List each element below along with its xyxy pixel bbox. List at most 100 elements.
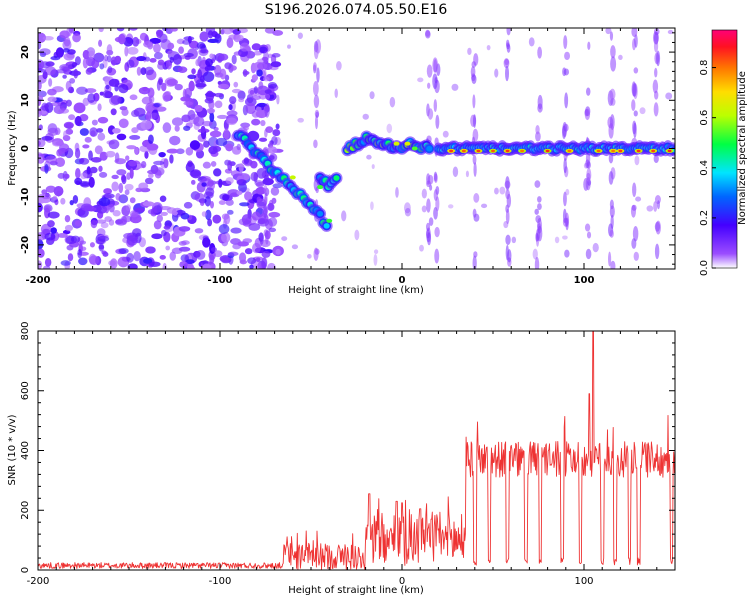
spectrogram-xtick-label: 100 bbox=[574, 275, 595, 286]
spectrogram-image bbox=[38, 28, 675, 269]
streak-blob bbox=[534, 180, 541, 188]
noise-blob bbox=[257, 218, 270, 227]
noise-blob bbox=[155, 29, 163, 37]
faint-blob bbox=[334, 88, 338, 99]
noise-blob bbox=[118, 33, 126, 45]
noise-blob bbox=[169, 56, 174, 63]
noise-blob bbox=[218, 178, 223, 188]
streak-blob bbox=[472, 255, 477, 269]
noise-blob bbox=[144, 177, 154, 185]
noise-blob bbox=[261, 250, 271, 258]
noise-blob bbox=[267, 146, 278, 154]
colorbar-border bbox=[711, 29, 738, 269]
noise-blob bbox=[125, 204, 131, 212]
streak-blob bbox=[584, 108, 591, 121]
noise-blob bbox=[115, 192, 121, 201]
faint-blob bbox=[297, 32, 303, 39]
noise-blob bbox=[208, 146, 218, 155]
faint-blob bbox=[369, 91, 375, 100]
noise-blob bbox=[176, 148, 185, 155]
noise-blob bbox=[42, 71, 48, 80]
noise-blob bbox=[166, 78, 178, 86]
noise-blob bbox=[205, 58, 213, 67]
streak-blob bbox=[433, 189, 438, 201]
noise-blob bbox=[71, 62, 77, 68]
noise-blob bbox=[256, 102, 268, 108]
faint-blob bbox=[417, 77, 424, 83]
streak-blob bbox=[563, 68, 570, 76]
noise-blob bbox=[38, 248, 45, 258]
noise-blob bbox=[209, 53, 214, 59]
noise-blob bbox=[225, 177, 234, 185]
noise-blob bbox=[121, 108, 129, 117]
streak-blob bbox=[427, 174, 434, 185]
noise-blob bbox=[157, 62, 166, 70]
faint-blob bbox=[562, 235, 568, 240]
streak-blob bbox=[435, 114, 440, 129]
noise-blob bbox=[140, 67, 147, 75]
noise-blob bbox=[161, 229, 167, 236]
noise-blob bbox=[118, 118, 129, 129]
streak-blob bbox=[632, 182, 637, 197]
flat-ridge-peak bbox=[505, 149, 510, 153]
snr-ytick-label: 600 bbox=[20, 381, 31, 400]
streak-blob bbox=[263, 50, 269, 65]
noise-blob bbox=[88, 176, 95, 188]
noise-blob bbox=[131, 127, 139, 134]
faint-blob bbox=[605, 28, 612, 35]
streak-blob bbox=[313, 43, 319, 60]
noise-blob bbox=[126, 252, 134, 263]
noise-blob bbox=[50, 55, 61, 61]
faint-blob bbox=[307, 253, 312, 259]
noise-blob bbox=[174, 83, 183, 91]
noise-blob bbox=[244, 248, 253, 255]
noise-blob bbox=[44, 232, 56, 241]
noise-blob bbox=[223, 128, 230, 140]
streak-blob bbox=[472, 208, 477, 218]
figure-title: S196.2026.074.05.50.E16 bbox=[265, 2, 448, 18]
noise-blob bbox=[64, 173, 70, 179]
faint-blob bbox=[336, 61, 342, 71]
noise-blob bbox=[178, 46, 185, 54]
noise-blob bbox=[103, 54, 109, 62]
rising-ridge-core bbox=[426, 145, 433, 152]
flat-ridge-peak bbox=[596, 149, 601, 153]
noise-blob bbox=[108, 78, 120, 87]
colorbar-tick-label: 0.2 bbox=[699, 210, 710, 226]
streak-blob bbox=[313, 139, 318, 149]
streak-blob bbox=[534, 256, 540, 269]
noise-blob bbox=[63, 130, 68, 139]
noise-blob bbox=[259, 234, 264, 245]
noise-blob bbox=[75, 167, 81, 179]
noise-blob bbox=[65, 235, 78, 245]
noise-blob bbox=[191, 179, 196, 185]
flat-ridge-peak bbox=[449, 149, 454, 153]
streak-blob bbox=[473, 193, 480, 203]
streak-blob bbox=[653, 201, 658, 212]
noise-blob bbox=[111, 181, 119, 192]
noise-blob bbox=[110, 56, 117, 66]
noise-blob bbox=[103, 193, 115, 199]
streak-blob bbox=[610, 56, 617, 72]
faint-blob bbox=[419, 244, 424, 252]
ridge-hot bbox=[411, 146, 418, 151]
noise-blob bbox=[239, 202, 250, 207]
noise-blob bbox=[271, 135, 278, 146]
noise-blob bbox=[102, 90, 111, 99]
noise-blob bbox=[227, 160, 233, 171]
noise-blob bbox=[239, 259, 248, 265]
noise-blob bbox=[145, 111, 152, 122]
streak-blob bbox=[609, 199, 614, 210]
noise-blob bbox=[194, 192, 205, 202]
streak-blob bbox=[537, 103, 543, 113]
streak-blob bbox=[263, 69, 267, 81]
noise-blob bbox=[38, 40, 42, 50]
noise-blob bbox=[214, 64, 222, 76]
spectrogram-xlabel: Height of straight line (km) bbox=[288, 285, 424, 296]
noise-blob bbox=[267, 202, 275, 211]
noise-blob bbox=[214, 33, 221, 39]
noise-blob bbox=[251, 118, 261, 126]
noise-blob bbox=[268, 217, 278, 227]
noise-blob bbox=[153, 43, 161, 54]
noise-blob bbox=[255, 257, 261, 263]
